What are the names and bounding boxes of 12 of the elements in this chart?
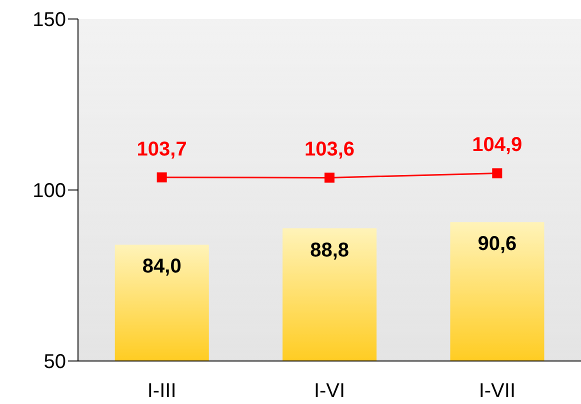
data-label: 103,7 <box>136 138 187 160</box>
x-tick-label: I-III <box>147 380 176 402</box>
y-tick-label: 50 <box>44 351 66 374</box>
x-tick-label: I-VII <box>478 380 516 402</box>
data-label: 88,8 <box>310 239 350 262</box>
data-label: 103,6 <box>304 138 355 161</box>
data-label: 90,6 <box>478 233 517 256</box>
x-tick-label: I-VI <box>314 380 346 402</box>
data-label: 84,0 <box>142 256 182 278</box>
y-tick-label: 100 <box>32 180 66 202</box>
data-label: 104,9 <box>472 134 522 156</box>
y-tick-label: 150 <box>32 9 66 32</box>
